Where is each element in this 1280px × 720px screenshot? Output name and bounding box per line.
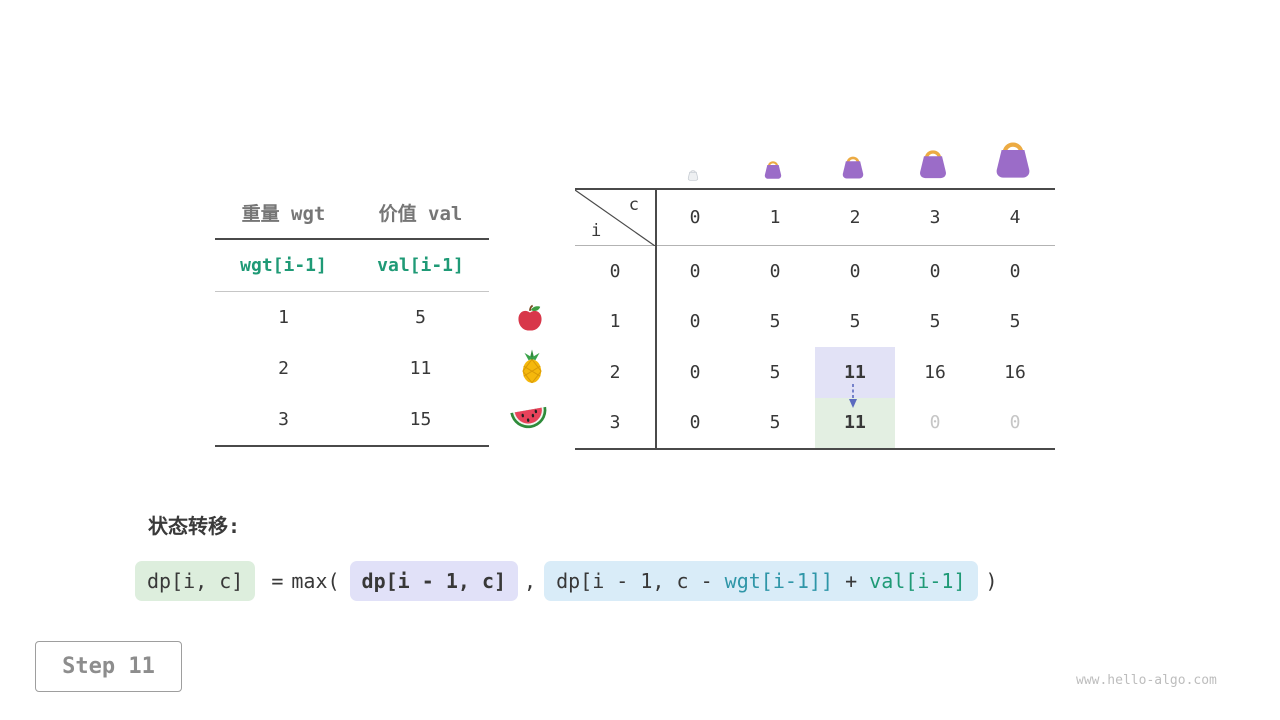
dp-row: 3 0 5 11 0 0 <box>575 397 1055 448</box>
arg2-prefix: dp[i - 1, c - <box>556 569 725 593</box>
arg2-plus: + <box>833 569 870 593</box>
close-paren: ) <box>985 569 998 593</box>
dp-table: c i 0 1 2 3 4 0 0 0 0 0 0 1 0 5 5 5 5 2 … <box>575 188 1055 450</box>
value-column-header: 价值 val <box>378 202 463 225</box>
transfer-arrow-icon <box>847 383 859 413</box>
dp-cell-source-highlight: 11 <box>815 347 895 398</box>
item-value: 11 <box>409 358 432 379</box>
watermelon-icon <box>508 401 553 439</box>
dp-cell: 0 <box>929 260 941 282</box>
dp-cell: 0 <box>769 260 781 282</box>
item-row: 3 15 <box>215 394 489 445</box>
corner-diagonal-line <box>575 190 655 246</box>
step-badge-label: Step 11 <box>62 654 155 679</box>
item-weight: 3 <box>278 409 289 430</box>
dp-col-header: 3 <box>929 207 941 228</box>
dp-table-vertical-divider <box>655 190 657 448</box>
pineapple-icon <box>517 348 547 390</box>
dp-cell: 0 <box>689 311 701 333</box>
item-row: 2 11 <box>215 343 489 394</box>
corner-row-label: i <box>591 221 602 241</box>
item-weight: 2 <box>278 358 289 379</box>
transition-formula: dp[i, c] = max( dp[i - 1, c] , dp[i - 1,… <box>135 561 998 601</box>
dp-row-header: 3 <box>609 412 621 434</box>
value-subheader: val[i-1] <box>377 255 464 276</box>
bag-icon-3 <box>914 142 952 184</box>
dp-cell: 5 <box>769 361 781 383</box>
dp-cell: 0 <box>689 260 701 282</box>
dp-cell: 5 <box>769 311 781 333</box>
item-value: 5 <box>415 307 426 328</box>
dp-row: 1 0 5 5 5 5 <box>575 297 1055 348</box>
item-weight: 1 <box>278 307 289 328</box>
dp-row-header: 1 <box>609 311 621 333</box>
apple-icon <box>514 302 546 338</box>
item-row: 1 5 <box>215 292 489 343</box>
formula-arg1: dp[i - 1, c] <box>349 561 519 601</box>
items-table-header-row: 重量 wgt 价值 val <box>215 186 489 240</box>
item-value: 15 <box>409 409 432 430</box>
dp-cell-target-highlight: 11 <box>815 397 895 448</box>
transition-label: 状态转移: <box>148 514 241 538</box>
dp-cell: 16 <box>924 361 946 383</box>
dp-row-header: 2 <box>609 361 621 383</box>
dp-cell: 5 <box>769 412 781 434</box>
dp-corner-cell: c i <box>575 190 655 246</box>
dp-col-header: 1 <box>769 207 781 228</box>
comma-separator: , <box>524 569 537 593</box>
arg2-val-term: val[i-1] <box>869 569 966 593</box>
dp-cell: 16 <box>1004 361 1026 383</box>
dp-col-header: 0 <box>689 207 701 228</box>
arg2-wgt-term: wgt[i-1]] <box>724 569 834 593</box>
items-table: 重量 wgt 价值 val wgt[i-1] val[i-1] 1 5 2 11… <box>215 186 489 447</box>
dp-cell-pending: 0 <box>929 412 941 434</box>
weight-subheader: wgt[i-1] <box>240 255 327 276</box>
corner-col-label: c <box>628 195 639 215</box>
dp-col-header: 4 <box>1009 207 1021 228</box>
dp-cell: 0 <box>689 412 701 434</box>
dp-row: 2 0 5 11 16 16 <box>575 347 1055 398</box>
equals-sign: = <box>271 569 284 593</box>
formula-arg2: dp[i - 1, c - wgt[i-1]] + val[i-1] <box>544 561 978 601</box>
bag-icon-0 <box>686 166 700 185</box>
formula-lhs: dp[i, c] <box>135 561 256 601</box>
dp-col-header: 2 <box>849 207 861 228</box>
dp-cell: 0 <box>1009 260 1021 282</box>
bag-icon-2 <box>838 150 868 184</box>
dp-row-header: 0 <box>609 260 621 282</box>
max-function-open: max( <box>291 569 340 593</box>
dp-cell: 5 <box>849 311 861 333</box>
step-badge: Step 11 <box>35 641 182 692</box>
dp-cell: 5 <box>929 311 941 333</box>
bag-icon-1 <box>761 156 785 184</box>
dp-header-row: c i 0 1 2 3 4 <box>575 190 1055 246</box>
watermark: www.hello-algo.com <box>1076 673 1217 688</box>
items-table-subheader-row: wgt[i-1] val[i-1] <box>215 240 489 292</box>
dp-row: 0 0 0 0 0 0 <box>575 246 1055 297</box>
dp-cell-pending: 0 <box>1009 412 1021 434</box>
dp-cell: 5 <box>1009 311 1021 333</box>
weight-column-header: 重量 wgt <box>241 202 326 225</box>
dp-cell: 0 <box>849 260 861 282</box>
dp-cell: 0 <box>689 361 701 383</box>
bag-icon-4 <box>989 132 1037 184</box>
